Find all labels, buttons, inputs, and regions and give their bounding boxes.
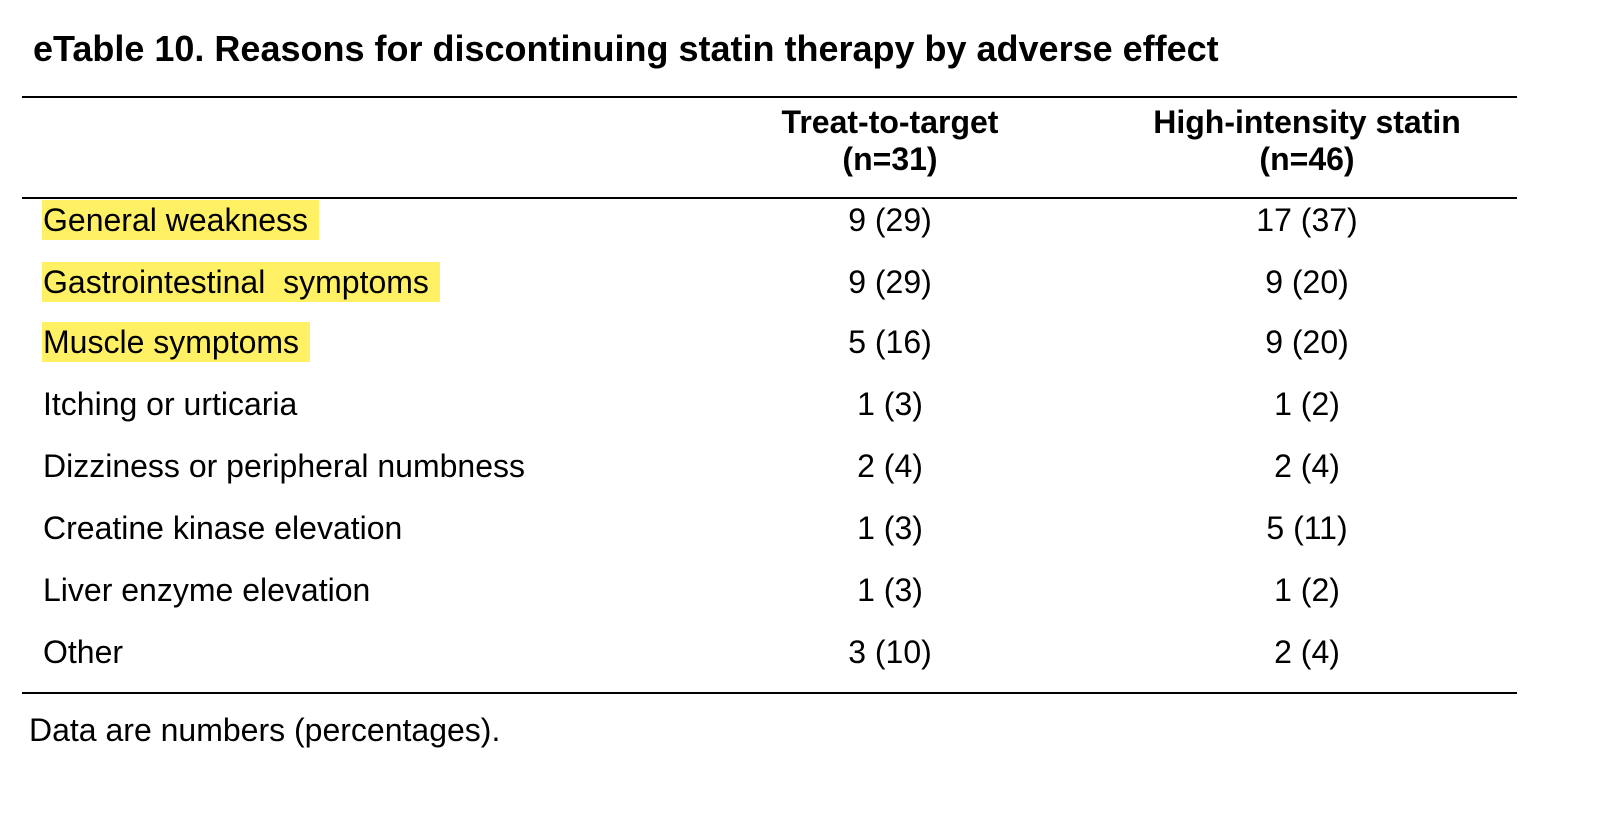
high-intensity-value: 9 (20) [1265,324,1349,360]
table-row: Dizziness or peripheral numbness 2 (4) 2… [0,446,1597,486]
treat-to-target-value: 2 (4) [857,448,923,484]
table-top-rule [22,96,1517,98]
row-label: Creatine kinase elevation [43,510,403,546]
table-row: Itching or urticaria 1 (3) 1 (2) [0,384,1597,424]
treat-to-target-value: 9 (29) [848,264,932,300]
table-row: General weakness 9 (29) 17 (37) [0,200,1597,240]
treat-to-target-value: 3 (10) [848,634,932,670]
row-label: Itching or urticaria [43,386,298,422]
high-intensity-value: 2 (4) [1274,634,1340,670]
table-header-rule [22,197,1517,199]
column-header-n: (n=31) [842,141,938,177]
table-row: Liver enzyme elevation 1 (3) 1 (2) [0,570,1597,610]
high-intensity-value: 5 (11) [1266,510,1348,546]
table-row: Gastrointestinal symptoms 9 (29) 9 (20) [0,262,1597,302]
row-label: Dizziness or peripheral numbness [43,448,525,484]
treat-to-target-value: 1 (3) [857,510,923,546]
table-row: Creatine kinase elevation 1 (3) 5 (11) [0,508,1597,548]
row-label: General weakness [42,200,320,240]
table-title: eTable 10. Reasons for discontinuing sta… [33,28,1219,69]
treat-to-target-value: 9 (29) [848,202,932,238]
column-header-name: High-intensity statin [1153,104,1461,140]
high-intensity-value: 17 (37) [1256,202,1358,238]
treat-to-target-value: 1 (3) [857,386,923,422]
treat-to-target-value: 1 (3) [857,572,923,608]
table-row: Other 3 (10) 2 (4) [0,632,1597,672]
table-footnote: Data are numbers (percentages). [29,712,501,748]
row-label: Other [43,634,124,670]
column-header-high-intensity-statin: High-intensity statin (n=46) [1107,104,1507,178]
high-intensity-value: 1 (2) [1274,386,1340,422]
column-header-n: (n=46) [1259,141,1355,177]
high-intensity-value: 9 (20) [1265,264,1349,300]
high-intensity-value: 1 (2) [1274,572,1340,608]
row-label: Liver enzyme elevation [43,572,371,608]
column-header-name: Treat-to-target [781,104,999,140]
high-intensity-value: 2 (4) [1274,448,1340,484]
treat-to-target-value: 5 (16) [848,324,932,360]
table-bottom-rule [22,692,1517,694]
row-label: Gastrointestinal symptoms [42,262,440,302]
row-label: Muscle symptoms [42,322,311,362]
table-row: Muscle symptoms 5 (16) 9 (20) [0,322,1597,362]
column-header-treat-to-target: Treat-to-target (n=31) [740,104,1040,178]
